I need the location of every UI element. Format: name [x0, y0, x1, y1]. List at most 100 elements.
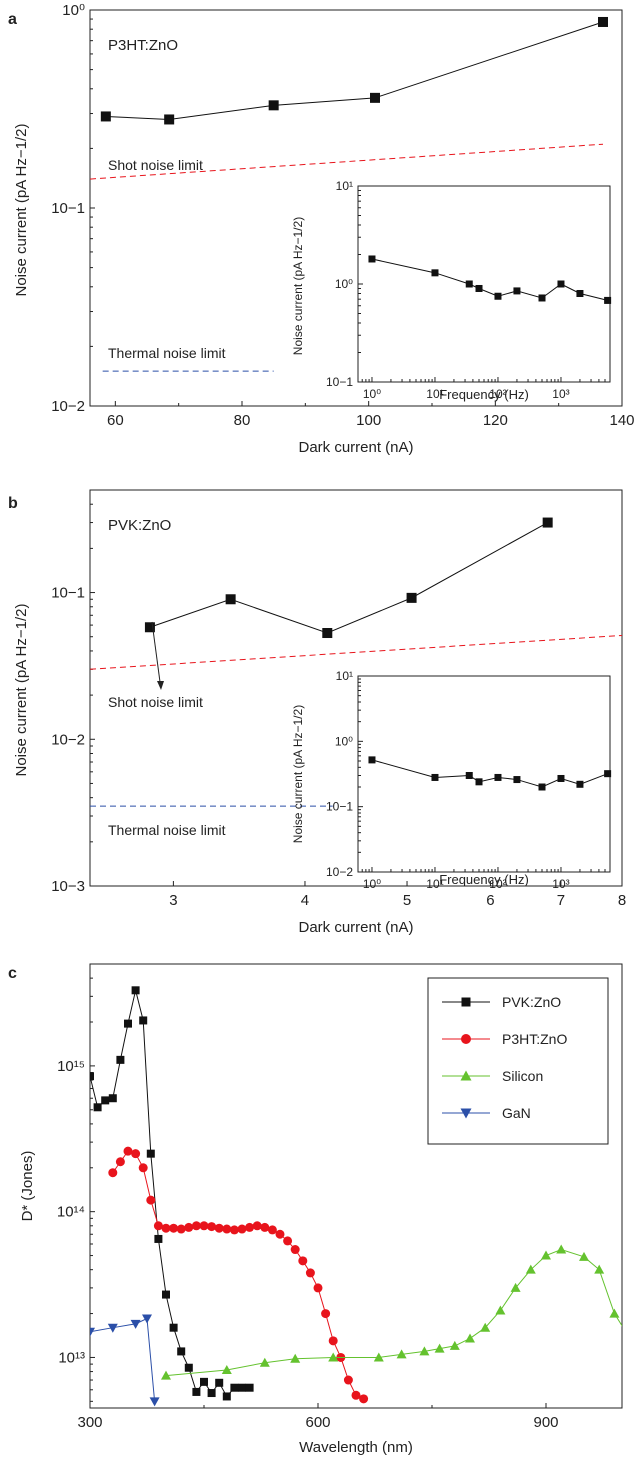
panel-b-shot-noise-line	[89, 634, 623, 670]
panel-c-pvk-zno-point-13	[184, 1363, 193, 1372]
panel-c-p3ht-zno-point-12	[199, 1221, 209, 1231]
panel-c-silicon-point-11	[480, 1322, 491, 1332]
panel-c-ylabel: D* (Jones)	[19, 1151, 36, 1222]
panel-a-inset-xtick-label-0: 10⁰	[363, 387, 381, 401]
panel-b-xtick-label-1: 4	[301, 892, 309, 909]
panel-c-p3ht-zno-point-22	[275, 1229, 285, 1239]
panel-b-annotation-thermal: Thermal noise limit	[108, 822, 226, 838]
panel-a-xtick-label-4: 140	[609, 412, 634, 429]
panel-c-pvk-zno-point-12	[177, 1347, 186, 1356]
panel-a-xtick-label-3: 120	[483, 412, 508, 429]
legend-pvk-zno-label: PVK:ZnO	[502, 994, 561, 1010]
panel-c-silicon-point-16	[556, 1244, 567, 1254]
panel-c-p3ht-zno-point-10	[184, 1222, 194, 1232]
panel-b-inset-series-line	[371, 759, 608, 788]
panel-c-pvk-zno-point-8	[146, 1149, 155, 1158]
panel-a-plot: 60 80 100 120 140 10−2 10−1 10⁰	[51, 2, 634, 429]
panel-b-label: b	[8, 495, 18, 512]
panel-c-xtick-label-2: 900	[533, 1414, 558, 1431]
panel-c-p3ht-zno-point-23	[283, 1236, 293, 1246]
panel-a-inset-point-5	[513, 287, 521, 295]
panel-c-legend-box	[427, 977, 609, 1145]
panel-b: b PVK:ZnO Shot noise limit Thermal noise…	[8, 489, 626, 936]
panel-b-xtick-label-5: 8	[618, 892, 626, 909]
panel-b-shot-arrow-line	[151, 621, 161, 683]
panel-a-inset-point-6	[538, 294, 546, 302]
panel-b-inset-ylabel: Noise current (pA Hz−1/2)	[291, 705, 305, 843]
panel-b-ytick-label-0: 10−3	[51, 878, 85, 895]
panel-c-p3ht-zno-point-32	[351, 1390, 361, 1400]
legend-silicon-marker	[460, 1070, 472, 1081]
panel-c-legend: PVK:ZnO P3HT:ZnO Silicon GaN	[427, 977, 609, 1145]
panel-a-inset-point-4	[494, 292, 502, 300]
panel-c-p3ht-zno-point-21	[267, 1225, 277, 1235]
panel-a-point-0	[100, 111, 111, 122]
panel-b-annotation-shot: Shot noise limit	[108, 694, 203, 710]
legend-gan-label: GaN	[502, 1105, 531, 1121]
panel-c-pvk-zno-point-6	[131, 986, 140, 995]
panel-c-pvk-zno-point-3	[108, 1094, 117, 1103]
panel-a-point-4	[598, 16, 608, 27]
legend-silicon-label: Silicon	[502, 1068, 543, 1084]
panel-c-silicon-point-0	[161, 1370, 171, 1380]
panel-a-xlabel: Dark current (nA)	[298, 439, 413, 456]
panel-c-pvk-zno-point-1	[93, 1103, 102, 1112]
panel-c-frame	[89, 963, 623, 1409]
panel-b-inset-point-9	[604, 770, 612, 778]
panel-c-p3ht-zno-point-13	[207, 1222, 217, 1232]
panel-b-inset-point-2	[465, 771, 473, 779]
panel-b-xtick-label-0: 3	[169, 892, 177, 909]
legend-p3ht-zno-label: P3HT:ZnO	[502, 1031, 567, 1047]
panel-a-shot-noise-line	[89, 143, 604, 180]
panel-c-pvk-zno-point-9	[154, 1234, 163, 1243]
panel-c-gan-line	[90, 1317, 156, 1402]
panel-c-pvk-zno-point-15	[200, 1377, 208, 1386]
panel-b-ytick-label-1: 10−2	[51, 731, 85, 748]
panel-c-p3ht-zno-point-24	[290, 1245, 300, 1255]
panel-c-p3ht-zno-point-8	[169, 1223, 179, 1233]
panel-c-ytick-label-1: 10¹⁴	[57, 1204, 85, 1221]
panel-c-silicon-point-1	[221, 1365, 232, 1375]
panel-b-inset-xlabel: Frequency (Hz)	[439, 872, 529, 887]
panel-c-p3ht-zno-point-1	[115, 1157, 125, 1167]
panel-b-annotation-sample: PVK:ZnO	[108, 517, 171, 534]
panel-c-silicon-point-17	[579, 1251, 589, 1261]
panel-b-point-1	[225, 594, 236, 605]
panel-c-pvk-zno-point-19	[230, 1383, 239, 1392]
panel-c-p3ht-zno-point-5	[146, 1195, 156, 1205]
panel-c-p3ht-zno-point-17	[237, 1224, 247, 1234]
panel-c-p3ht-zno-point-6	[153, 1221, 163, 1231]
panel-c-p3ht-zno-point-2	[123, 1146, 133, 1156]
legend-p3ht-zno-marker	[461, 1034, 471, 1044]
panel-b-inset-xtick-label-1: 10¹	[426, 877, 443, 891]
panel-c-silicon-point-9	[449, 1340, 460, 1350]
panel-a-inset-xtick-label-1: 10¹	[426, 387, 443, 401]
panel-c-series-group	[90, 986, 622, 1407]
panel-c-pvk-zno-line	[90, 990, 250, 1398]
panel-c-pvk-zno-point-4	[116, 1055, 125, 1064]
panel-a-annotation-sample: P3HT:ZnO	[108, 37, 178, 54]
panel-b-inset-point-4	[494, 773, 502, 781]
panel-c-silicon-point-18	[594, 1264, 605, 1274]
legend-pvk-zno-marker	[461, 997, 471, 1007]
panel-b-inset-point-5	[513, 776, 521, 784]
panel-a-inset-xtick-label-2: 10²	[489, 387, 506, 401]
panel-c-gan-point-2	[130, 1319, 141, 1329]
panel-a-inset-ytick-label-2: 10¹	[336, 179, 353, 193]
panel-c-xlabel: Wavelength (nm)	[299, 1439, 413, 1456]
panel-c-p3ht-zno-line	[112, 1150, 364, 1400]
panel-c-pvk-zno-point-0	[90, 1072, 94, 1081]
panel-c-label: c	[8, 965, 17, 982]
panel-c-p3ht-zno-point-19	[252, 1221, 262, 1231]
panel-a-inset-xlabel: Frequency (Hz)	[439, 387, 529, 402]
panel-c-xtick-label-0: 300	[77, 1414, 102, 1431]
panel-a-point-3	[370, 92, 380, 103]
panel-c-p3ht-zno-point-18	[245, 1222, 255, 1232]
panel-b-point-3	[406, 592, 417, 603]
panel-c-silicon-point-2	[259, 1357, 270, 1367]
panel-c-pvk-zno-point-14	[192, 1387, 201, 1396]
panel-c-silicon-point-3	[290, 1353, 301, 1363]
panel-c-silicon-line	[165, 1248, 622, 1377]
panel-c-silicon-point-19	[609, 1308, 620, 1318]
panel-b-xtick-label-2: 5	[403, 892, 411, 909]
